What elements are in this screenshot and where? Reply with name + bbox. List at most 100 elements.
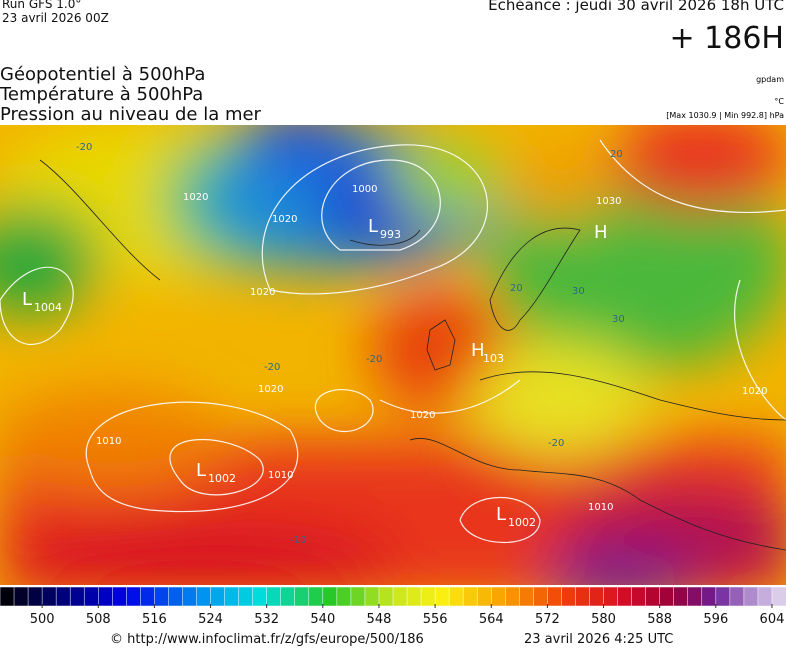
contour-label: 1020: [742, 386, 767, 397]
colorbar-swatch: [280, 586, 296, 607]
pressure-center-value: 1002: [508, 516, 536, 529]
pressure-center-symbol: L: [496, 504, 506, 525]
lead-time: + 186H: [670, 21, 785, 56]
colorbar-swatch: [336, 586, 352, 607]
colorbar-swatch: [210, 586, 226, 607]
colorbar-swatch: [533, 586, 549, 607]
contour-label: 1020: [272, 214, 297, 225]
colorbar-swatch: [448, 586, 464, 607]
colorbar-swatch: [603, 586, 619, 607]
colorbar-swatch: [224, 586, 240, 607]
colorbar-swatch: [252, 586, 268, 607]
title-line: Pression au niveau de la mer: [0, 104, 262, 125]
unit-label: gpdam: [756, 75, 784, 84]
colorbar-swatch: [168, 586, 184, 607]
colorbar-swatch: [83, 586, 100, 607]
source-url: © http://www.infoclimat.fr/z/gfs/europe/…: [110, 632, 424, 647]
pressure-center-symbol: H: [471, 340, 485, 361]
colorbar-swatch: [687, 586, 703, 607]
colorbar-swatch: [701, 586, 717, 607]
colorbar-swatch: [476, 586, 493, 607]
contour-label: 30: [612, 314, 625, 325]
colorbar-swatch: [238, 586, 254, 607]
colorbar-swatch: [266, 586, 282, 607]
colorbar-swatch: [617, 586, 633, 607]
colorbar-swatch: [757, 586, 773, 607]
contour-label: 1020: [183, 192, 208, 203]
colorbar-swatch: [659, 586, 675, 607]
colorbar-swatch: [631, 586, 647, 607]
colorbar-swatch: [519, 586, 535, 607]
colorbar-tick-label: 548: [367, 612, 392, 627]
colorbar-swatch: [55, 586, 71, 607]
colorbar-swatch: [378, 586, 394, 607]
colorbar-swatch: [392, 586, 408, 607]
colorbar-swatch: [27, 586, 43, 607]
colorbar-swatch: [98, 586, 114, 607]
colorbar-tick-label: 532: [254, 612, 279, 627]
contour-label: 30: [572, 286, 585, 297]
pressure-center-value: 993: [380, 228, 401, 241]
contour-label: -20: [366, 354, 382, 365]
title-line: Température à 500hPa: [0, 84, 203, 105]
contour-label: 1010: [268, 470, 293, 481]
colorbar-swatch: [364, 586, 380, 607]
colorbar-swatch: [462, 586, 478, 607]
colorbar-swatch: [589, 586, 605, 607]
colorbar-swatch: [308, 586, 324, 607]
colorbar-swatch: [140, 586, 156, 607]
colorbar-swatch: [491, 586, 507, 607]
contour-label: 1000: [352, 184, 377, 195]
colorbar-swatch: [547, 586, 563, 607]
colorbar-tick-label: 524: [198, 612, 223, 627]
pressure-center-symbol: H: [594, 222, 608, 243]
colorbar-swatch: [729, 586, 745, 607]
unit-label: [Max 1030.9 | Min 992.8] hPa: [666, 111, 784, 120]
colorbar-tick-label: 508: [86, 612, 111, 627]
colorbar-tick-label: 500: [30, 612, 55, 627]
colorbar-swatch: [673, 586, 689, 607]
colorbar-tick-label: 540: [310, 612, 335, 627]
pressure-center-symbol: L: [196, 460, 206, 481]
colorbar-swatch: [294, 586, 310, 607]
colorbar-swatch: [645, 586, 661, 607]
colorbar-swatch: [69, 586, 85, 607]
colorbar-tick-label: 588: [647, 612, 672, 627]
contour-label: 1010: [588, 502, 613, 513]
pressure-center-value: 103: [483, 352, 504, 365]
pressure-center-value: 1002: [208, 472, 236, 485]
colorbar-swatch: [126, 586, 142, 607]
contour-label: 1020: [258, 384, 283, 395]
unit-label: °C: [774, 97, 784, 106]
colorbar-swatch: [13, 586, 29, 607]
colorbar-tick-label: 516: [142, 612, 167, 627]
contour-label: -20: [76, 142, 92, 153]
colorbar-swatch: [420, 586, 436, 607]
colorbar-swatch: [561, 586, 577, 607]
contour-label: 20: [610, 149, 623, 160]
contour-label: 1030: [596, 196, 621, 207]
colorbar-swatch: [505, 586, 521, 607]
colorbar-swatch: [322, 586, 338, 607]
colorbar-swatch: [196, 586, 212, 607]
colorbar-swatch: [154, 586, 170, 607]
colorbar-tick-label: 596: [703, 612, 728, 627]
contour-label: -20: [548, 438, 564, 449]
contour-label: 1020: [410, 410, 435, 421]
colorbar-swatch: [434, 586, 450, 607]
pressure-center-value: 1004: [34, 301, 62, 314]
colorbar-swatch: [0, 586, 15, 607]
pressure-center-symbol: L: [22, 289, 32, 310]
colorbar-tick-label: 572: [535, 612, 560, 627]
colorbar-swatch: [575, 586, 591, 607]
colorbar-swatch: [743, 586, 759, 607]
contour-label: -20: [264, 362, 280, 373]
contour-label: 1010: [96, 436, 121, 447]
colorbar-swatch: [112, 586, 128, 607]
pressure-center-symbol: L: [368, 216, 378, 237]
colorbar-swatch: [41, 586, 57, 607]
run-label: Run GFS 1.0°: [2, 0, 81, 11]
contour-label: 20: [510, 283, 523, 294]
colorbar-swatch: [715, 586, 731, 607]
